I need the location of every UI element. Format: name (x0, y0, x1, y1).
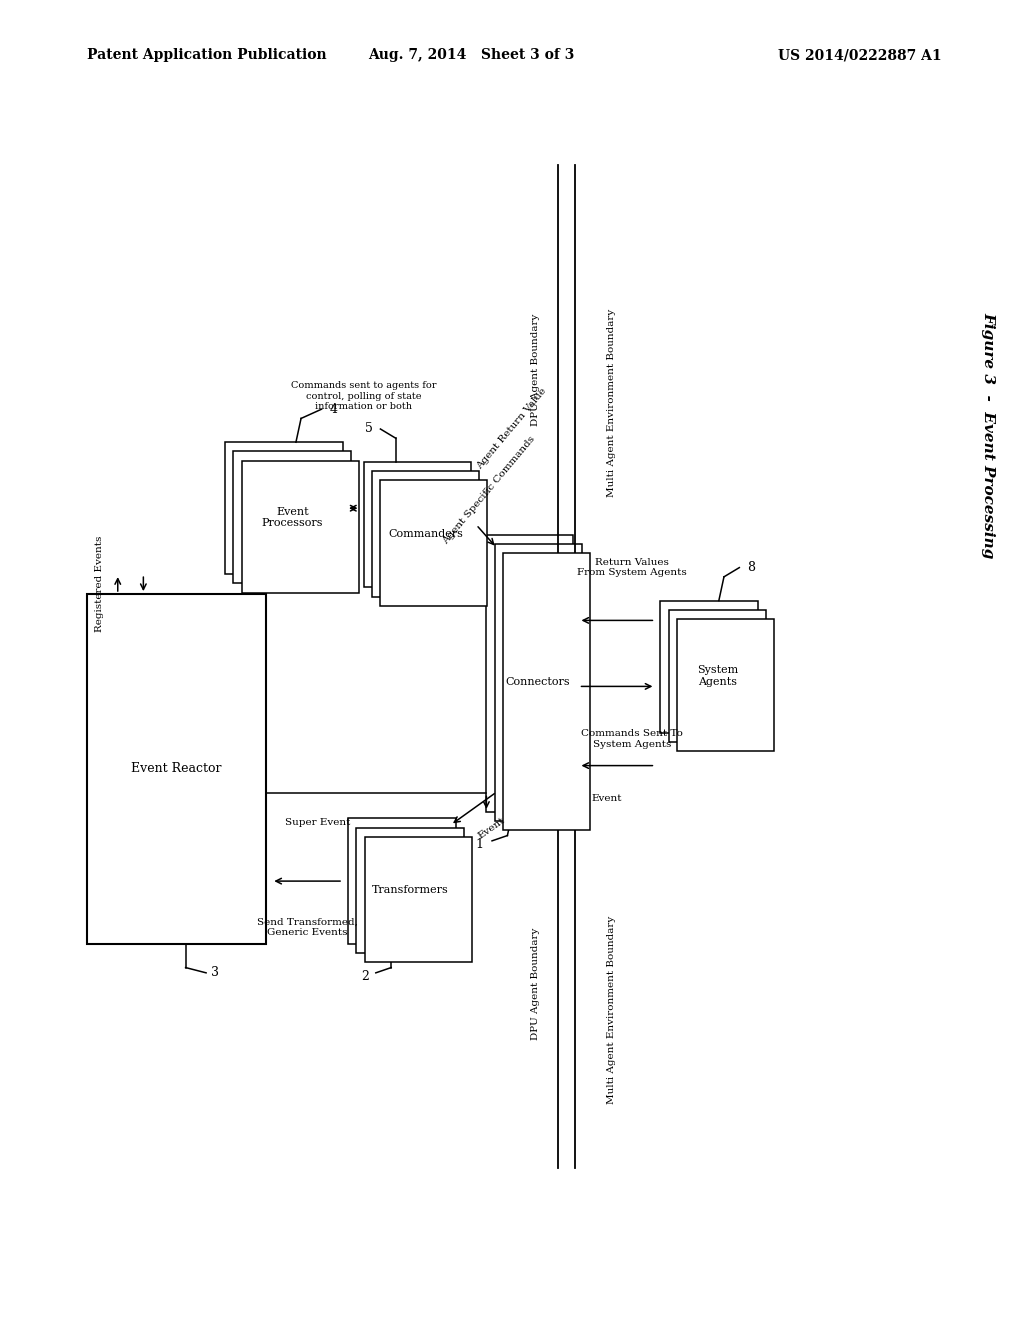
Text: 2: 2 (360, 970, 369, 983)
Text: Send Transformed,
Generic Events: Send Transformed, Generic Events (257, 917, 357, 937)
Bar (677, 619, 774, 751)
Bar (364, 462, 471, 587)
Text: Return Values
From System Agents: Return Values From System Agents (578, 558, 687, 577)
Text: Super Event: Super Event (285, 818, 350, 826)
Text: Transformers: Transformers (372, 886, 449, 895)
Text: 1: 1 (476, 838, 483, 851)
Text: 5: 5 (366, 422, 373, 436)
Bar (348, 818, 456, 944)
Text: Event: Event (592, 795, 622, 803)
Bar (242, 461, 359, 593)
Text: Commands sent to agents for
control, polling of state
information or both: Commands sent to agents for control, pol… (291, 381, 436, 411)
Text: Commands Sent To
System Agents: Commands Sent To System Agents (582, 730, 683, 748)
Text: Event Reactor: Event Reactor (131, 763, 222, 775)
Bar (372, 471, 479, 597)
Text: 8: 8 (748, 561, 756, 574)
Text: DPU Agent Boundary: DPU Agent Boundary (531, 927, 540, 1040)
Text: 3: 3 (211, 966, 219, 979)
Text: 4: 4 (330, 403, 338, 416)
Text: System
Agents: System Agents (696, 665, 738, 686)
Bar (356, 828, 464, 953)
Bar (495, 544, 582, 821)
Text: Agent Specific Commands: Agent Specific Commands (441, 434, 537, 546)
Bar (503, 553, 590, 830)
Text: Registered Events: Registered Events (95, 536, 103, 632)
Text: Event: Event (476, 816, 507, 841)
Text: Patent Application Publication: Patent Application Publication (87, 49, 327, 62)
Bar (365, 837, 472, 962)
Text: US 2014/0222887 A1: US 2014/0222887 A1 (778, 49, 942, 62)
Text: Agent Return Value: Agent Return Value (475, 387, 549, 471)
Text: Event
Processors: Event Processors (261, 507, 324, 528)
Bar (87, 594, 266, 944)
Text: Connectors: Connectors (506, 677, 570, 688)
Bar (225, 442, 343, 574)
Text: Figure 3  -  Event Processing: Figure 3 - Event Processing (981, 313, 995, 558)
Bar (669, 610, 766, 742)
Text: Multi Agent Environment Boundary: Multi Agent Environment Boundary (607, 309, 615, 496)
Bar (380, 480, 487, 606)
Text: DPU Agent Boundary: DPU Agent Boundary (531, 313, 540, 426)
Text: Aug. 7, 2014   Sheet 3 of 3: Aug. 7, 2014 Sheet 3 of 3 (368, 49, 574, 62)
Bar (486, 535, 573, 812)
Bar (660, 601, 758, 733)
Text: Commanders: Commanders (388, 529, 463, 539)
Bar (233, 451, 351, 583)
Text: Multi Agent Environment Boundary: Multi Agent Environment Boundary (607, 916, 615, 1104)
